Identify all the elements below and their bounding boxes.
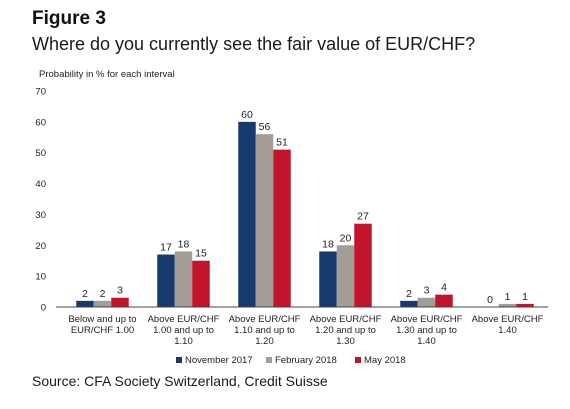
- bar-february: [336, 245, 355, 307]
- data-label: 20: [340, 232, 352, 244]
- x-tick-label: Above EUR/CHF 1.40: [472, 314, 544, 336]
- bar-november: [238, 121, 256, 307]
- data-label: 2: [406, 288, 412, 300]
- bar-february: [174, 251, 193, 307]
- legend-label: May 2018: [364, 355, 406, 366]
- y-tick-label: 30: [35, 210, 46, 221]
- data-label: 3: [424, 285, 430, 297]
- legend-swatch-february: [266, 357, 272, 363]
- x-tick-label: Above EUR/CHF 1.00 and up to 1.10: [148, 314, 220, 347]
- source-note: Source: CFA Society Switzerland, Credit …: [32, 373, 328, 389]
- x-tick-label: Above EUR/CHF 1.20 and up to 1.30: [310, 314, 382, 347]
- y-tick-label: 0: [41, 303, 46, 314]
- bar-may: [273, 149, 291, 307]
- data-label: 51: [276, 137, 288, 149]
- y-tick-label: 50: [35, 148, 46, 159]
- data-label: 1: [522, 291, 528, 303]
- data-label: 15: [195, 248, 207, 260]
- bars: [76, 121, 534, 307]
- y-axis-label: Probability in % for each interval: [39, 69, 175, 80]
- chart-title: Where do you currently see the fair valu…: [32, 34, 476, 54]
- bar-may: [516, 303, 534, 307]
- bar-may: [111, 297, 129, 307]
- bar-february: [93, 300, 112, 307]
- y-tick-label: 20: [35, 241, 46, 252]
- bar-november: [400, 300, 418, 307]
- x-axis: Below and up to EUR/CHF 1.00 Above EUR/CHF…: [68, 314, 543, 347]
- y-axis: 0 10 20 30 40 50 60 70: [35, 87, 46, 314]
- data-label: 18: [178, 238, 190, 250]
- y-tick-label: 40: [35, 179, 46, 190]
- bar-november: [76, 300, 94, 307]
- bar-february: [417, 297, 436, 307]
- data-label: 4: [441, 282, 447, 294]
- data-label: 56: [259, 121, 271, 133]
- data-label: 2: [82, 288, 88, 300]
- bar-november: [157, 254, 175, 307]
- figure-label: Figure 3: [32, 8, 106, 29]
- data-label: 3: [117, 285, 123, 297]
- y-tick-label: 70: [35, 87, 46, 98]
- legend: November 2017 February 2018 May 2018: [176, 355, 406, 366]
- bar-november: [319, 251, 337, 307]
- bar-may: [354, 223, 372, 307]
- data-label: 60: [241, 109, 253, 121]
- data-label: 17: [160, 242, 172, 254]
- legend-label: February 2018: [275, 355, 337, 366]
- bar-may: [435, 294, 453, 307]
- x-tick-label: Above EUR/CHF 1.10 and up to 1.20: [229, 314, 301, 347]
- bar-february: [255, 134, 274, 307]
- data-label: 27: [357, 211, 369, 223]
- legend-swatch-november: [176, 357, 182, 363]
- legend-label: November 2017: [185, 355, 253, 366]
- x-tick-label: Below and up to EUR/CHF 1.00: [68, 314, 136, 336]
- y-tick-label: 60: [35, 117, 46, 128]
- bar-may: [192, 260, 210, 307]
- data-label: 18: [322, 238, 334, 250]
- y-tick-label: 10: [35, 272, 46, 283]
- data-label: 2: [100, 288, 106, 300]
- legend-swatch-may: [355, 357, 361, 363]
- data-label: 1: [505, 291, 511, 303]
- data-label: 0: [487, 294, 493, 306]
- bar-february: [498, 303, 517, 307]
- x-tick-label: Above EUR/CHF 1.30 and up to 1.40: [391, 314, 463, 347]
